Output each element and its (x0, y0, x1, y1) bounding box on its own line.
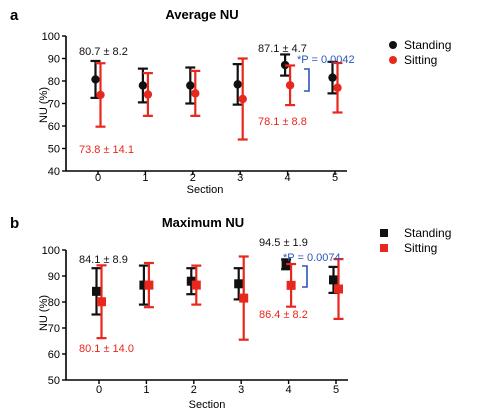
y-tick-label: 50 (48, 144, 60, 156)
legend-sitting-label: Sitting (404, 53, 437, 67)
data-point (334, 284, 343, 294)
y-tick-label: 90 (48, 271, 60, 283)
panel-b-s0-standing-label: 84.1 ± 8.9 (79, 254, 128, 266)
panel-a-label: a (10, 7, 19, 24)
panel-b-significance-bracket (302, 265, 308, 288)
panel-a-marks (90, 53, 343, 141)
data-point (233, 80, 242, 89)
legend-standing-label: Standing (404, 226, 451, 240)
y-tick-label: 100 (42, 31, 60, 43)
panel-a: a Average NU NU (%) Section 405060708090… (10, 7, 451, 196)
data-point (143, 90, 153, 99)
legend-standing-marker (389, 41, 397, 49)
data-point (328, 73, 337, 82)
y-tick-label: 70 (48, 99, 60, 111)
legend-standing-marker (380, 229, 388, 237)
data-point (96, 90, 105, 100)
x-tick-label: 5 (332, 172, 338, 184)
panel-b-label: b (10, 215, 19, 232)
legend-sitting-label: Sitting (404, 241, 437, 255)
panel-b-marks (91, 255, 344, 341)
data-point (191, 89, 200, 98)
x-tick-label: 1 (143, 384, 149, 396)
x-tick-label: 4 (286, 384, 292, 396)
x-tick-label: 2 (191, 384, 197, 396)
data-point (329, 275, 338, 285)
panel-b-legend: Standing Sitting (380, 226, 451, 255)
legend-sitting-marker (389, 56, 397, 64)
panel-b-ylabel: NU (%) (38, 295, 50, 331)
panel-a-xlabel: Section (187, 184, 224, 196)
data-point (238, 94, 247, 104)
panel-a-legend: Standing Sitting (389, 38, 451, 67)
data-point (91, 75, 100, 84)
data-point (234, 279, 244, 289)
data-point (286, 280, 296, 290)
data-point (191, 280, 201, 290)
panel-a-title: Average NU (165, 7, 238, 22)
panel-b-pvalue-label: *P = 0.0074 (283, 252, 341, 264)
panel-b-xlabel: Section (189, 399, 226, 411)
x-tick-label: 5 (333, 384, 339, 396)
x-tick-label: 0 (95, 172, 101, 184)
data-point (280, 60, 290, 70)
panel-a-s4-sitting-label: 78.1 ± 8.8 (258, 116, 307, 128)
panel-a-significance-bracket (304, 68, 310, 92)
data-point (239, 293, 249, 303)
x-tick-label: 4 (285, 172, 291, 184)
x-tick-label: 0 (96, 384, 102, 396)
panel-b-title: Maximum NU (162, 215, 244, 230)
data-point (139, 280, 149, 290)
panel-a-pvalue-label: *P = 0.0042 (297, 54, 355, 66)
panel-b-s4-standing-label: 94.5 ± 1.9 (259, 237, 308, 249)
panel-b-s0-sitting-label: 80.1 ± 14.0 (79, 343, 134, 355)
panel-a-s4-standing-label: 87.1 ± 4.7 (258, 43, 307, 55)
y-tick-label: 70 (48, 323, 60, 335)
x-tick-label: 2 (190, 172, 196, 184)
y-tick-label: 60 (48, 121, 60, 133)
x-tick-label: 3 (237, 172, 243, 184)
y-tick-label: 60 (48, 349, 60, 361)
y-tick-label: 80 (48, 297, 60, 309)
data-point (186, 276, 196, 286)
y-tick-label: 80 (48, 76, 60, 88)
panel-b-s4-sitting-label: 86.4 ± 8.2 (259, 309, 308, 321)
x-tick-label: 1 (142, 172, 148, 184)
legend-sitting-marker (380, 244, 388, 252)
data-point (333, 83, 342, 92)
panel-b-axes: 50 60 70 80 90 100 0 1 2 3 4 5 (42, 245, 348, 396)
panel-a-s0-sitting-label: 73.8 ± 14.1 (79, 144, 134, 156)
y-tick-label: 50 (48, 375, 60, 387)
legend-standing-label: Standing (404, 38, 451, 52)
x-tick-label: 3 (238, 384, 244, 396)
data-point (285, 81, 295, 90)
data-point (92, 286, 101, 296)
data-point (138, 81, 148, 90)
panel-a-s0-standing-label: 80.7 ± 8.2 (79, 46, 128, 58)
y-tick-label: 100 (42, 245, 60, 257)
y-tick-label: 90 (48, 54, 60, 66)
panel-a-axes: 40 50 60 70 80 90 100 0 1 2 3 4 5 (42, 31, 347, 184)
y-tick-label: 40 (48, 166, 60, 178)
panel-b: b Maximum NU NU (%) Section 506070809010… (10, 215, 451, 411)
data-point (97, 297, 106, 307)
data-point (186, 81, 195, 90)
panel-a-ylabel: NU (%) (38, 87, 50, 123)
data-point (144, 280, 154, 290)
